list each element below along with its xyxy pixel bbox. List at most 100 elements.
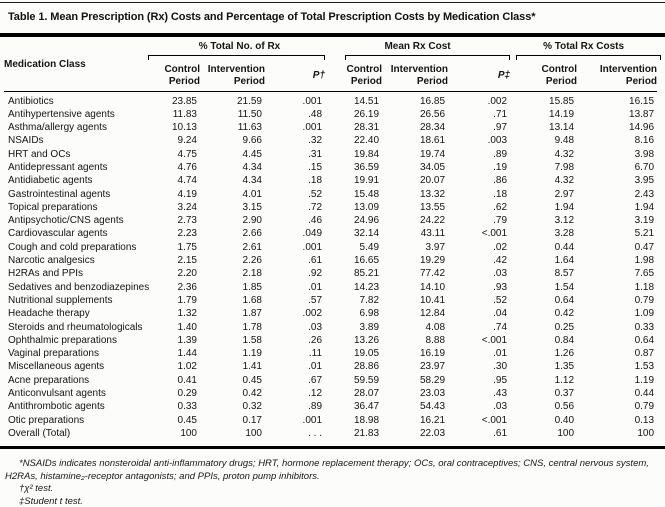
value-cell: <.001 (481, 334, 508, 346)
value-cell: 3.12 (554, 215, 575, 227)
table-row: Vaginal preparations 1.44 1.19 .11 19.05 16.1… (4, 347, 657, 360)
value-cell: .57 (308, 294, 323, 306)
value-cell: 6.70 (634, 161, 655, 173)
value-cell: 0.33 (634, 321, 655, 333)
value-cell: 19.91 (353, 175, 380, 187)
value-cell: 3.98 (634, 148, 655, 160)
value-cell: 24.22 (419, 215, 446, 227)
value-cell: 23.85 (171, 95, 197, 107)
table-row: Ophthalmic preparations 1.39 1.58 .26 13.26 8… (4, 334, 657, 347)
medication-class-cell: Acne preparations (8, 374, 90, 386)
value-cell: .89 (493, 148, 508, 160)
value-cell: .001 (302, 414, 323, 426)
value-cell: .19 (493, 161, 508, 173)
value-cell: 13.14 (549, 122, 575, 134)
value-cell: 32.14 (353, 228, 380, 240)
value-cell: 1.75 (177, 241, 197, 253)
value-cell: 85.21 (353, 268, 380, 280)
value-cell: 14.96 (629, 122, 655, 134)
value-cell: 4.01 (242, 188, 262, 200)
group-header-mean-rx-cost: Mean Rx Cost (384, 40, 451, 52)
medication-class-cell: Gastrointestinal agents (8, 188, 111, 200)
value-cell: .12 (308, 388, 323, 400)
value-cell: 1.58 (242, 334, 262, 346)
table-row: Acne preparations 0.41 0.45 .67 59.59 58.29 .9… (4, 374, 657, 387)
value-cell: 14.23 (353, 281, 380, 293)
medication-class-cell: Topical preparations (8, 201, 98, 213)
medication-class-cell: Overall (Total) (8, 427, 71, 439)
table-body: Antibiotics 23.85 21.59 .001 14.51 16.85 .002 1… (4, 92, 657, 441)
medication-class-cell: Antihypertensive agents (8, 108, 115, 120)
value-cell: .46 (308, 215, 323, 227)
value-cell: .26 (308, 334, 323, 346)
value-cell: 0.41 (177, 374, 197, 386)
value-cell: .74 (493, 321, 508, 333)
value-cell: 20.07 (419, 175, 446, 187)
value-cell: 0.25 (554, 321, 575, 333)
value-cell: 4.19 (177, 188, 197, 200)
footnote-chi-square-test: †χ² test. (19, 483, 54, 494)
value-cell: 22.40 (353, 135, 380, 147)
table-row: Headache therapy 1.32 1.87 .002 6.98 12.84 .04… (4, 307, 657, 320)
bracket-group-1 (148, 54, 326, 61)
value-cell: 5.49 (359, 241, 380, 253)
bracket-group-2 (325, 54, 511, 61)
value-cell: .43 (493, 388, 508, 400)
value-cell: 1.94 (554, 201, 575, 213)
value-cell: .97 (493, 122, 508, 134)
medication-class-cell: Cough and cold preparations (8, 241, 137, 253)
value-cell: 1.39 (177, 334, 197, 346)
table-row: Antibiotics 23.85 21.59 .001 14.51 16.85 .002 1… (4, 92, 657, 108)
medication-class-cell: NSAIDs (8, 135, 44, 147)
value-cell: 1.98 (634, 255, 655, 267)
value-cell: .92 (308, 268, 323, 280)
value-cell: 1.64 (554, 255, 575, 267)
table-row: Cough and cold preparations 1.75 2.61 .001 5… (4, 241, 657, 254)
value-cell: 1.26 (554, 348, 575, 360)
value-cell: 14.51 (353, 95, 380, 107)
value-cell: 5.21 (634, 228, 655, 240)
value-cell: .001 (302, 241, 323, 253)
col-header-p-dagger: P† (312, 70, 326, 81)
table-row: Antidepressant agents 4.76 4.34 .15 36.59 34.… (4, 161, 657, 174)
value-cell: 23.97 (419, 361, 446, 373)
table-row: Narcotic analgesics 2.15 2.26 .61 16.65 19.29… (4, 254, 657, 267)
value-cell: .30 (493, 361, 508, 373)
value-cell: .049 (302, 228, 323, 240)
value-cell: 1.53 (634, 361, 655, 373)
table-row: Antihypertensive agents 11.83 11.50 .48 26.1… (4, 108, 657, 121)
value-cell: 100 (557, 427, 575, 439)
value-cell: 8.88 (425, 334, 446, 346)
value-cell: 1.78 (242, 321, 262, 333)
value-cell: 4.75 (177, 148, 197, 160)
value-cell: 0.37 (554, 388, 575, 400)
value-cell: 0.42 (242, 388, 262, 400)
value-cell: 18.98 (353, 414, 380, 426)
medication-class-header: Medication Class (4, 58, 86, 70)
medication-class-cell: Cardiovascular agents (8, 228, 108, 240)
value-cell: 26.19 (353, 108, 380, 120)
value-cell: 16.15 (629, 95, 655, 107)
value-cell: 4.34 (242, 175, 262, 187)
value-cell: 0.64 (554, 294, 575, 306)
value-cell: 1.12 (554, 374, 575, 386)
value-cell: 7.82 (359, 294, 380, 306)
value-cell: 0.44 (554, 241, 575, 253)
value-cell: 54.43 (419, 401, 446, 413)
column-header-row: Control Period Intervention Period P† Co… (4, 61, 657, 91)
value-cell: 11.83 (172, 108, 197, 120)
value-cell: .52 (493, 294, 508, 306)
value-cell: 6.98 (359, 308, 380, 320)
value-cell: 13.26 (353, 334, 380, 346)
value-cell: 1.85 (242, 281, 262, 293)
table-row: Topical preparations 3.24 3.15 .72 13.09 13.5… (4, 201, 657, 214)
value-cell: 4.08 (425, 321, 446, 333)
value-cell: 1.41 (242, 361, 262, 373)
value-cell: 15.85 (549, 95, 575, 107)
medication-class-cell: Antithrombotic agents (8, 401, 105, 413)
col-header-intervention-period-1: Intervention Period (207, 64, 265, 87)
value-cell: 1.87 (242, 308, 262, 320)
table-row: Overall (Total) 100 100 . . . 21.83 22.03 .61 1… (4, 427, 657, 440)
table-row: Cardiovascular agents 2.23 2.66 .049 32.14 43… (4, 227, 657, 240)
header-divider (4, 90, 658, 92)
